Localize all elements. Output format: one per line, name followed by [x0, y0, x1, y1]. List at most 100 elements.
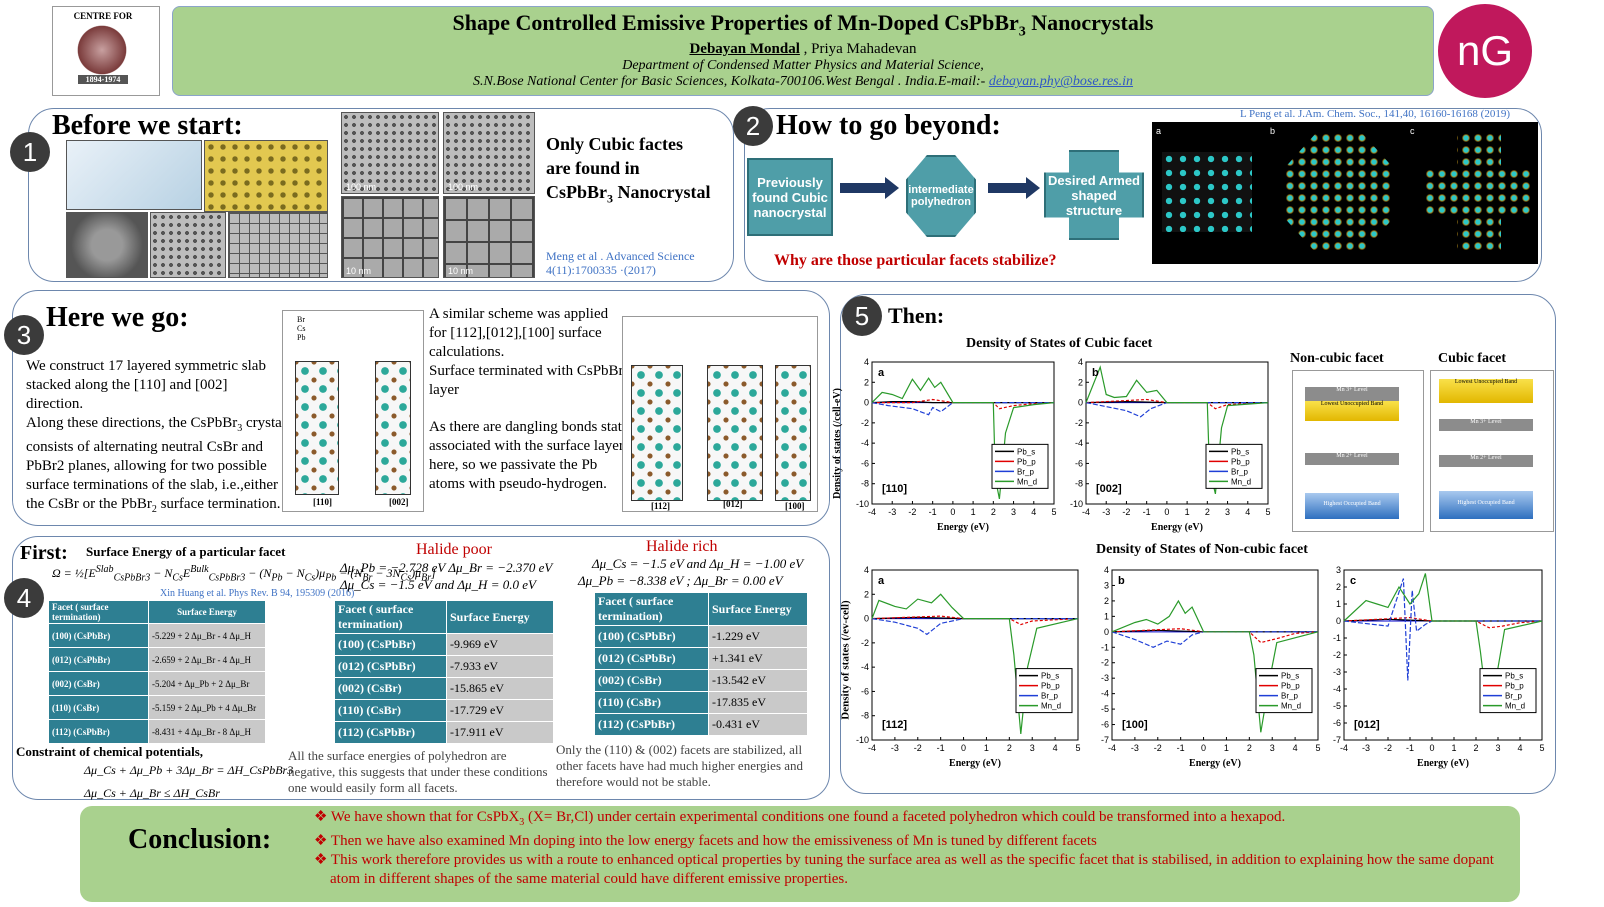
band-diagram-noncubic: Mn 3+ Level Lowest Unoccupied Band Mn 2+…	[1292, 370, 1424, 532]
section-4-number: 4	[4, 578, 44, 618]
section-5-number: 5	[842, 296, 882, 336]
reference-meng: Meng et al . Advanced Science 4(11):17003…	[546, 249, 695, 277]
x-axis-label: Energy (eV)	[949, 758, 1001, 769]
x-tick-label: -2	[908, 507, 916, 517]
x-tick-label: -4	[868, 743, 876, 753]
email-link[interactable]: debayan.phy@bose.res.in	[988, 74, 1134, 90]
y-tick-label: 2	[1104, 596, 1109, 606]
slab-110	[295, 361, 339, 495]
section-3-title: Here we go:	[46, 302, 189, 333]
x-tick-label: 2	[1205, 507, 1210, 517]
x-tick-label: 4	[1517, 743, 1522, 753]
legend-label: Mn_d	[1041, 702, 1061, 711]
x-tick-label: 2	[1473, 743, 1478, 753]
legend-label: Pb_s	[1017, 447, 1035, 456]
dos-svg: -4 -3 -2 -1 0 1 2 3 4 5 3 2 1 0 -1 -2 -3 -4 -5 -6 -7 c [012] Pb…	[1333, 565, 1545, 769]
tem-scale-b: 100 nm	[448, 182, 479, 192]
dos-svg: -4 -3 -2 -1 0 1 2 3 4 5420-2-4-6-8-10b[002]Pb_sPb…	[1070, 357, 1271, 533]
slab-100	[775, 365, 811, 501]
x-tick-label: 1	[1224, 743, 1229, 753]
y-tick-label: -8	[1075, 479, 1083, 489]
y-tick-label: -3	[1333, 667, 1341, 677]
authors: Debayan Mondal , Priya Mahadevan	[689, 41, 917, 58]
x-tick-label: 1	[1185, 507, 1190, 517]
y-tick-label: -6	[1101, 720, 1109, 730]
crystal-label-c: c	[1410, 126, 1415, 136]
lowest-unoccupied-band: Lowest Unoccupied Band	[1305, 401, 1399, 421]
y-tick-label: 4	[1078, 357, 1083, 367]
reference-huang: Xin Huang et al. Phys Rev. B 94, 195309 …	[160, 588, 355, 599]
y-tick-label: 0	[864, 398, 869, 408]
halide-rich-note: Only the (110) & (002) facets are stabil…	[556, 742, 804, 789]
y-tick-label: -4	[1333, 684, 1341, 694]
slab-figure-1: [110] [002] Br Cs Pb	[282, 310, 424, 512]
y-tick-label: -7	[1101, 735, 1109, 745]
legend-label: Pb_s	[1231, 447, 1249, 456]
x-tick-label: 4	[1245, 507, 1250, 517]
dos-chart-100: -4 -3 -2 -1 0 1 2 3 4 5 4 3 2 1 0 -1 -2 -3 -4 -5 -6 -7 b [100] P…	[1088, 564, 1326, 770]
flow-box-polyhedron: intermediate polyhedron	[906, 155, 976, 237]
dos-chart-002: -4 -3 -2 -1 0 1 2 3 4 5 4 2 0 -2 -4 -6 -8 -10 b [002] Pb_s Pb…	[1062, 356, 1276, 534]
x-tick-label: 5	[1075, 743, 1080, 753]
x-tick-label: 1	[971, 507, 976, 517]
crystal-label-b: b	[1270, 126, 1276, 136]
y-tick-label: -1	[1101, 642, 1109, 652]
dos-chart-012: -4 -3 -2 -1 0 1 2 3 4 5 3 2 1 0 -1 -2 -3 -4 -5 -6 -7 c [012] Pb…	[1320, 564, 1550, 770]
conclusion-title: Conclusion:	[128, 824, 272, 855]
scheme-description: A similar scheme was applied for [112],[…	[429, 306, 629, 492]
section-1-title: Before we start:	[52, 110, 243, 141]
y-tick-label: -4	[861, 662, 869, 672]
facet-tag: [100]	[1122, 719, 1148, 731]
dos-chart-112: -4 -3 -2 -1 0 1 2 3 4 5 4 2 0 -2 -4 -6 -8 -10 a [112] Pb_s Pb…	[848, 564, 1086, 770]
panel-label: a	[878, 575, 885, 587]
constraint-eq-2: Δμ_Cs + Δμ_Br ≤ ΔH_CsBr	[84, 786, 220, 800]
tem-image-a	[341, 112, 439, 194]
lattice-tem-image	[150, 212, 226, 278]
x-tick-label: 3	[1011, 507, 1016, 517]
legend-label: Mn_d	[1231, 477, 1251, 486]
plot-frame	[1111, 569, 1319, 741]
x-tick-label: 0	[950, 507, 955, 517]
x-tick-label: 0	[1201, 743, 1206, 753]
dos-svg: -4 -3 -2 -1 0 1 2 3 4 5420-2-4-6-8-10a[112]Pb_sPb…	[856, 565, 1081, 769]
y-tick-label: -2	[1101, 658, 1109, 668]
legend-label: Br_p	[1017, 467, 1034, 476]
dos-chart-110: -4 -3 -2 -1 0 1 2 3 4 5 4 2 0 -2 -4 -6 -8 -10 a [110] Pb_s Pb…	[848, 356, 1062, 534]
mn3-level: Mn 3+ Level	[1305, 387, 1399, 401]
tem-scale-d: 10 nm	[448, 266, 474, 276]
halide-poor-title: Halide poor	[416, 541, 492, 558]
tem-scale-a: 100 nm	[346, 182, 377, 192]
slab-label-112: [112]	[651, 501, 670, 511]
legend-label: Pb_p	[1281, 682, 1300, 691]
y-tick-label: -3	[1101, 673, 1109, 683]
cube-tem-image	[66, 212, 148, 278]
x-tick-label: 5	[1265, 507, 1270, 517]
x-axis-label: Energy (eV)	[1151, 522, 1203, 533]
slab-012	[707, 365, 763, 501]
section-2-title: How to go beyond:	[776, 110, 1001, 141]
crystal-a	[1162, 152, 1252, 232]
y-tick-label: 3	[1336, 565, 1341, 575]
y-tick-label: 2	[864, 589, 869, 599]
x-tick-label: 3	[1225, 507, 1230, 517]
halide-rich-eq-2: Δμ_Pb = −8.338 eV ; Δμ_Br = 0.00 eV	[578, 573, 783, 588]
schematic-figure	[66, 140, 202, 210]
x-tick-label: 4	[1031, 507, 1036, 517]
x-axis-label: Energy (eV)	[1189, 758, 1241, 769]
dos-cubic-title: Density of States of Cubic facet	[966, 336, 1153, 351]
y-tick-label: 0	[864, 614, 869, 624]
arrow-right-icon	[988, 183, 1030, 193]
y-tick-label: 4	[1104, 565, 1109, 575]
legend-label: Pb_s	[1281, 672, 1299, 681]
legend-label: Br_p	[1281, 692, 1298, 701]
slab-112	[631, 365, 683, 501]
x-tick-label: 2	[1007, 743, 1012, 753]
portrait-seal	[71, 25, 133, 75]
affiliation-2: S.N.Bose National Center for Basic Scien…	[472, 74, 1134, 90]
legend-label: Br_p	[1505, 692, 1522, 701]
x-tick-label: -4	[868, 507, 876, 517]
plot-frame	[871, 569, 1079, 741]
highest-occupied-band: Highest Occupied Band	[1305, 493, 1399, 519]
conclusion-item-2: ❖ Then we have also examined Mn doping i…	[314, 833, 1097, 849]
question-text: Why are those particular facets stabiliz…	[774, 252, 1057, 269]
